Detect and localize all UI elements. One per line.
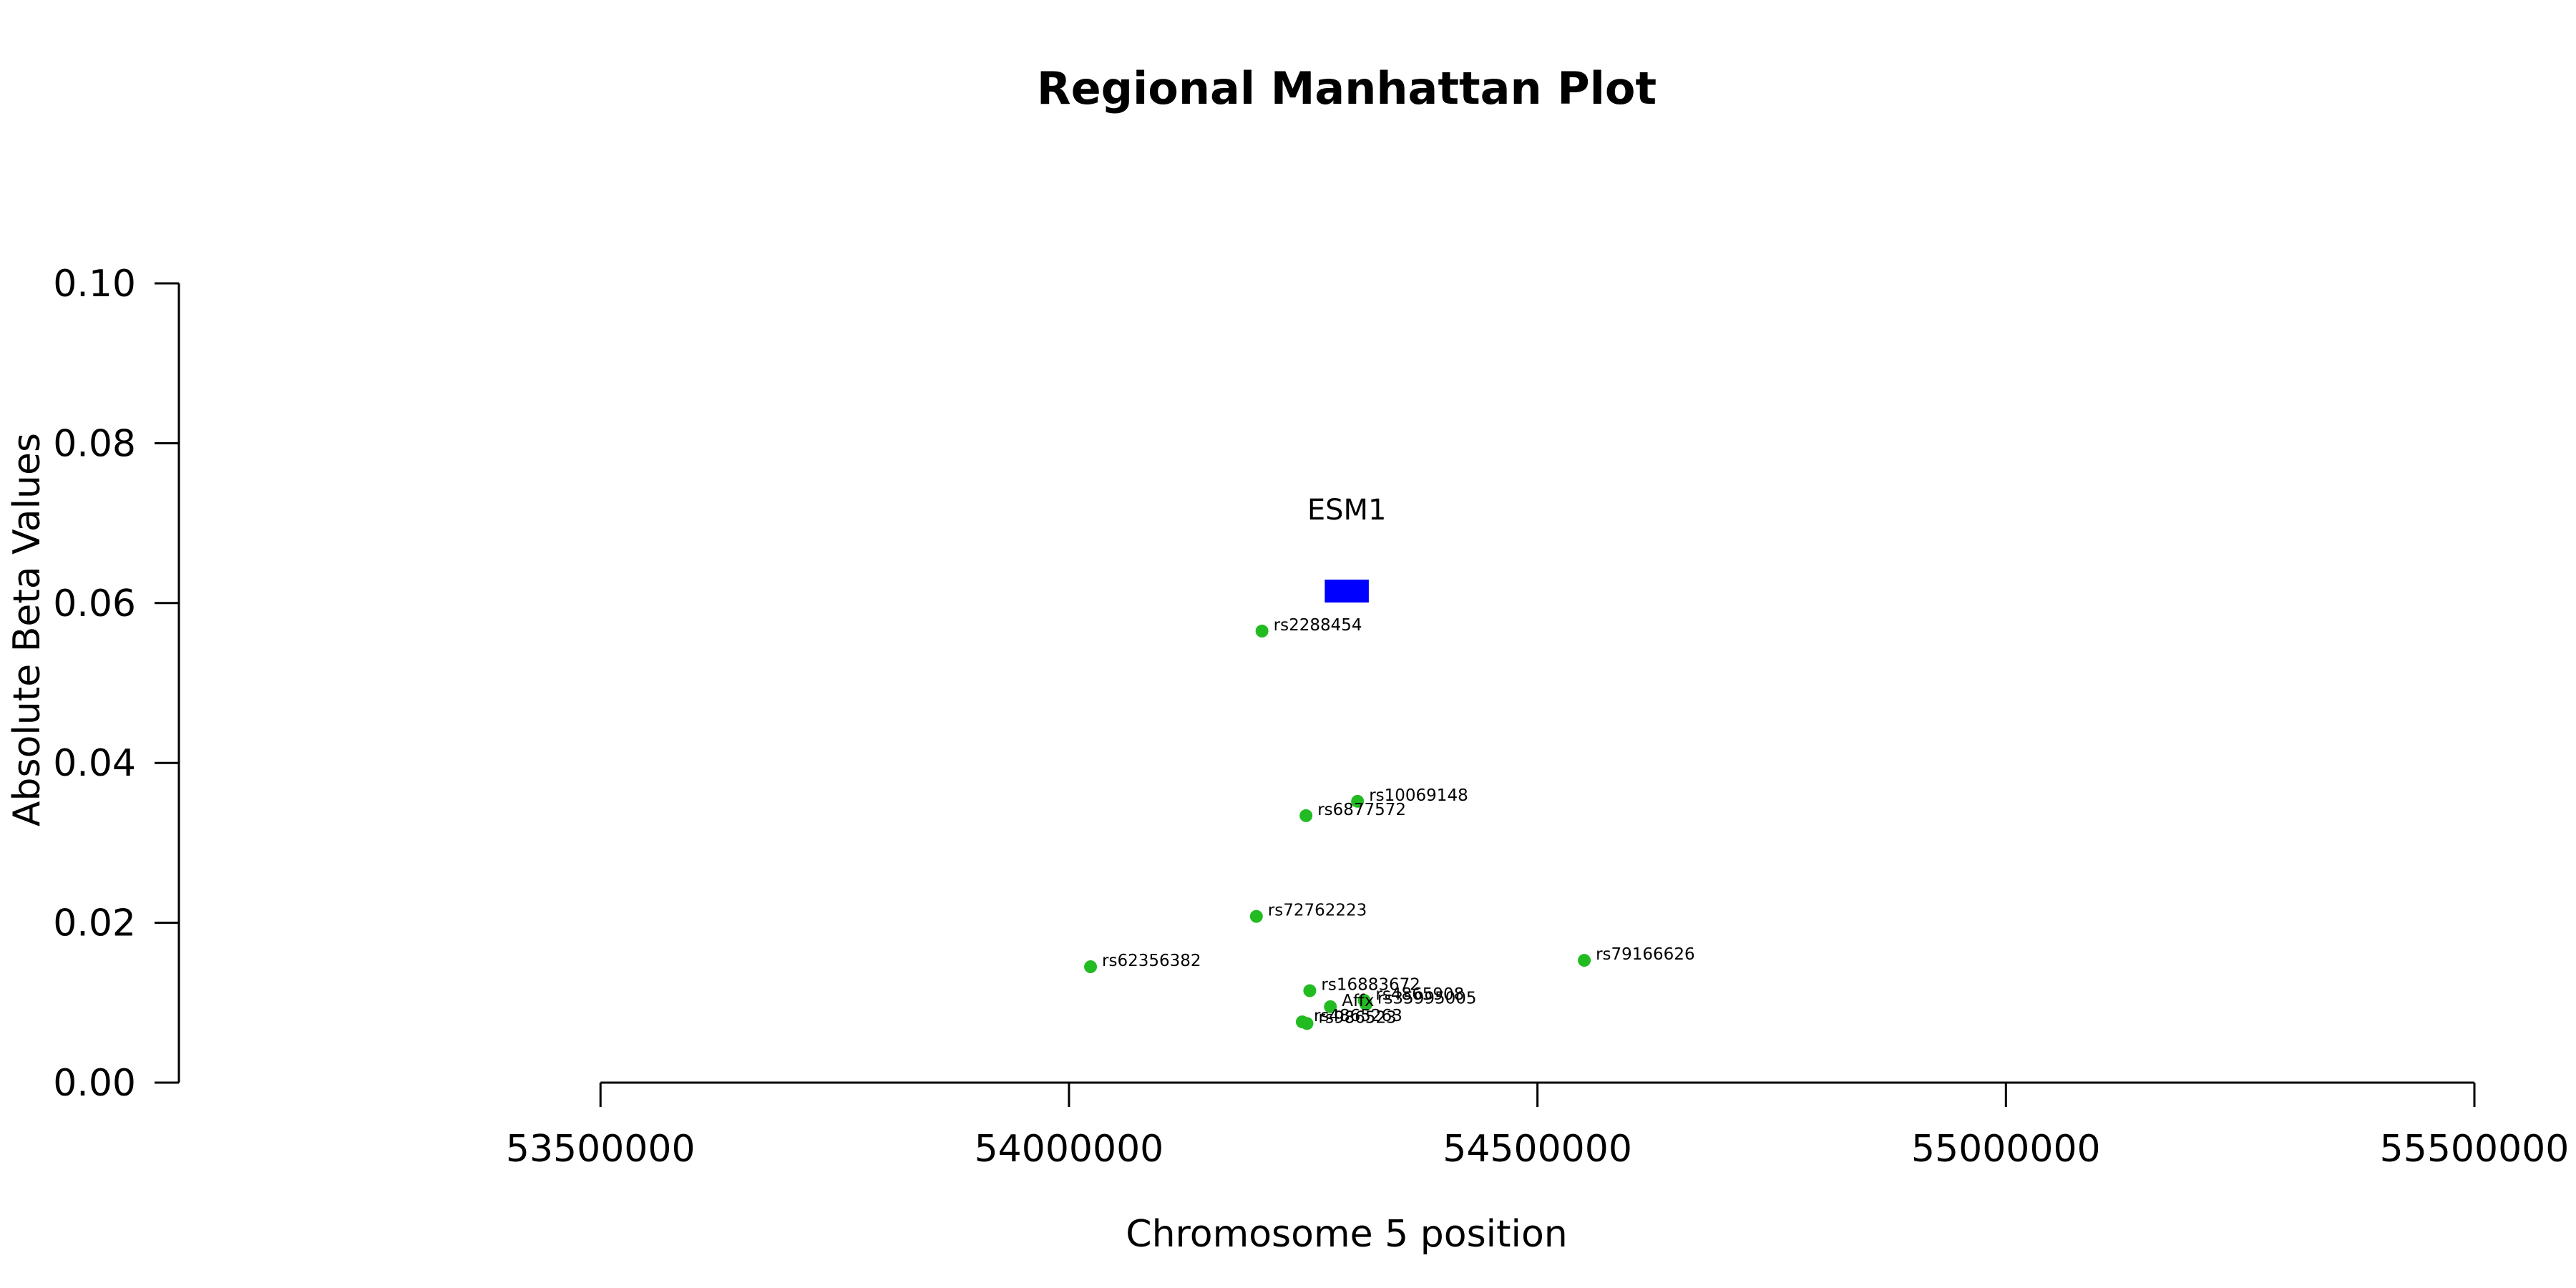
snp-label: rs79166626 (1596, 945, 1695, 964)
snp-point (1578, 954, 1591, 967)
y-tick-label: 0.00 (53, 1062, 136, 1105)
y-tick-label: 0.08 (53, 422, 136, 465)
snp-point (1255, 624, 1269, 638)
snp-point (1303, 984, 1317, 997)
y-tick-label: 0.06 (53, 582, 136, 625)
snp-label: rs6877572 (1317, 801, 1406, 819)
snp-label: rs16883672 (1321, 976, 1420, 995)
x-tick-label: 55000000 (1911, 1128, 2101, 1171)
snp-label: Affx (1342, 992, 1374, 1010)
snp-label: rs986523 (1319, 1008, 1397, 1027)
y-axis: 0.00 0.02 0.04 0.06 0.08 0.10 (53, 263, 180, 1105)
x-axis-label: Chromosome 5 position (1126, 1213, 1567, 1256)
y-tick-label: 0.10 (53, 263, 136, 306)
snp-label: rs72762223 (1268, 902, 1367, 920)
snp-label: rs4865908 (1375, 985, 1464, 1004)
y-tick-label: 0.02 (53, 902, 136, 945)
snp-label: rs2288454 (1274, 616, 1362, 635)
gene-label: ESM1 (1307, 494, 1387, 527)
x-axis: 53500000 54000000 54500000 55000000 55500000 (506, 1081, 2570, 1171)
snp-point (1351, 794, 1365, 808)
gene-bar (1324, 580, 1369, 603)
chart-title: Regional Manhattan Plot (1037, 62, 1657, 114)
x-tick-label: 53500000 (506, 1128, 696, 1171)
snp-point (1249, 909, 1263, 923)
y-axis-label: Absolute Beta Values (6, 433, 49, 826)
x-tick-label: 54500000 (1443, 1128, 1632, 1171)
x-tick-label: 55500000 (2380, 1128, 2570, 1171)
x-tick-label: 54000000 (975, 1128, 1164, 1171)
snp-point (1299, 809, 1313, 822)
snp-label: rs10069148 (1369, 786, 1468, 805)
snp-point (1324, 1000, 1337, 1013)
snp-point (1300, 1017, 1314, 1030)
gene-track: ESM1 (1307, 494, 1387, 603)
snp-label: rs4865263 (1314, 1007, 1402, 1025)
snp-label: rs35995005 (1377, 990, 1477, 1008)
snp-point (1084, 960, 1098, 974)
y-tick-label: 0.04 (53, 742, 136, 785)
snp-label: rs62356382 (1102, 952, 1201, 970)
snp-point (1359, 997, 1372, 1011)
